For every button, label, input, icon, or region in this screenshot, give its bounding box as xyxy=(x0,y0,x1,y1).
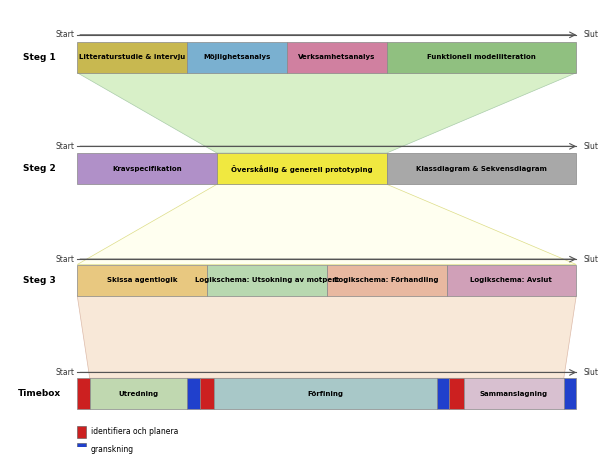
FancyBboxPatch shape xyxy=(386,41,576,73)
Text: Logikschema: Avslut: Logikschema: Avslut xyxy=(470,277,553,283)
FancyBboxPatch shape xyxy=(77,443,86,455)
FancyBboxPatch shape xyxy=(77,153,217,184)
Text: Start: Start xyxy=(55,142,74,151)
Text: Möjlighetsanalys: Möjlighetsanalys xyxy=(203,54,271,60)
Text: Slut: Slut xyxy=(583,368,598,377)
FancyBboxPatch shape xyxy=(217,153,386,184)
Polygon shape xyxy=(77,184,576,264)
FancyBboxPatch shape xyxy=(77,41,187,73)
Text: granskning: granskning xyxy=(91,445,134,454)
FancyBboxPatch shape xyxy=(446,264,576,296)
Polygon shape xyxy=(77,296,576,378)
FancyBboxPatch shape xyxy=(77,378,90,410)
FancyBboxPatch shape xyxy=(287,41,386,73)
Text: Steg 3: Steg 3 xyxy=(23,276,56,285)
Text: Sammanslagning: Sammanslagning xyxy=(480,391,548,397)
FancyBboxPatch shape xyxy=(77,425,86,438)
Text: Steg 2: Steg 2 xyxy=(23,164,56,173)
FancyBboxPatch shape xyxy=(187,378,200,410)
Text: Logikschema: Förhandling: Logikschema: Förhandling xyxy=(334,277,439,283)
Text: Funktionell modelliteration: Funktionell modelliteration xyxy=(427,54,536,60)
FancyBboxPatch shape xyxy=(437,378,449,410)
Text: Start: Start xyxy=(55,368,74,377)
Text: Klassdiagram & Sekvensdiagram: Klassdiagram & Sekvensdiagram xyxy=(416,166,547,172)
FancyBboxPatch shape xyxy=(564,378,576,410)
Text: identifiera och planera: identifiera och planera xyxy=(91,427,178,436)
Text: Start: Start xyxy=(55,255,74,263)
FancyBboxPatch shape xyxy=(449,378,464,410)
FancyBboxPatch shape xyxy=(386,153,576,184)
FancyBboxPatch shape xyxy=(90,378,187,410)
Text: Logikschema: Utsokning av motpert: Logikschema: Utsokning av motpert xyxy=(195,277,339,283)
Text: Skissa agentlogik: Skissa agentlogik xyxy=(107,277,178,283)
FancyBboxPatch shape xyxy=(327,264,446,296)
FancyBboxPatch shape xyxy=(77,264,207,296)
Polygon shape xyxy=(77,73,576,153)
Text: Förfining: Förfining xyxy=(308,391,344,397)
Text: Litteraturstudie & intervju: Litteraturstudie & intervju xyxy=(79,54,185,60)
Text: Slut: Slut xyxy=(583,30,598,39)
FancyBboxPatch shape xyxy=(200,378,214,410)
FancyBboxPatch shape xyxy=(207,264,327,296)
Text: Kravspecifikation: Kravspecifikation xyxy=(112,166,182,172)
Text: Överskådlig & generell prototyping: Överskådlig & generell prototyping xyxy=(231,165,373,172)
Text: Timebox: Timebox xyxy=(18,389,61,398)
Text: Verksamhetsanalys: Verksamhetsanalys xyxy=(298,54,376,60)
Text: Start: Start xyxy=(55,30,74,39)
FancyBboxPatch shape xyxy=(214,378,437,410)
FancyBboxPatch shape xyxy=(464,378,564,410)
Text: Slut: Slut xyxy=(583,255,598,263)
Text: Utredning: Utredning xyxy=(118,391,158,397)
Text: Slut: Slut xyxy=(583,142,598,151)
FancyBboxPatch shape xyxy=(187,41,287,73)
Text: Steg 1: Steg 1 xyxy=(23,53,56,61)
